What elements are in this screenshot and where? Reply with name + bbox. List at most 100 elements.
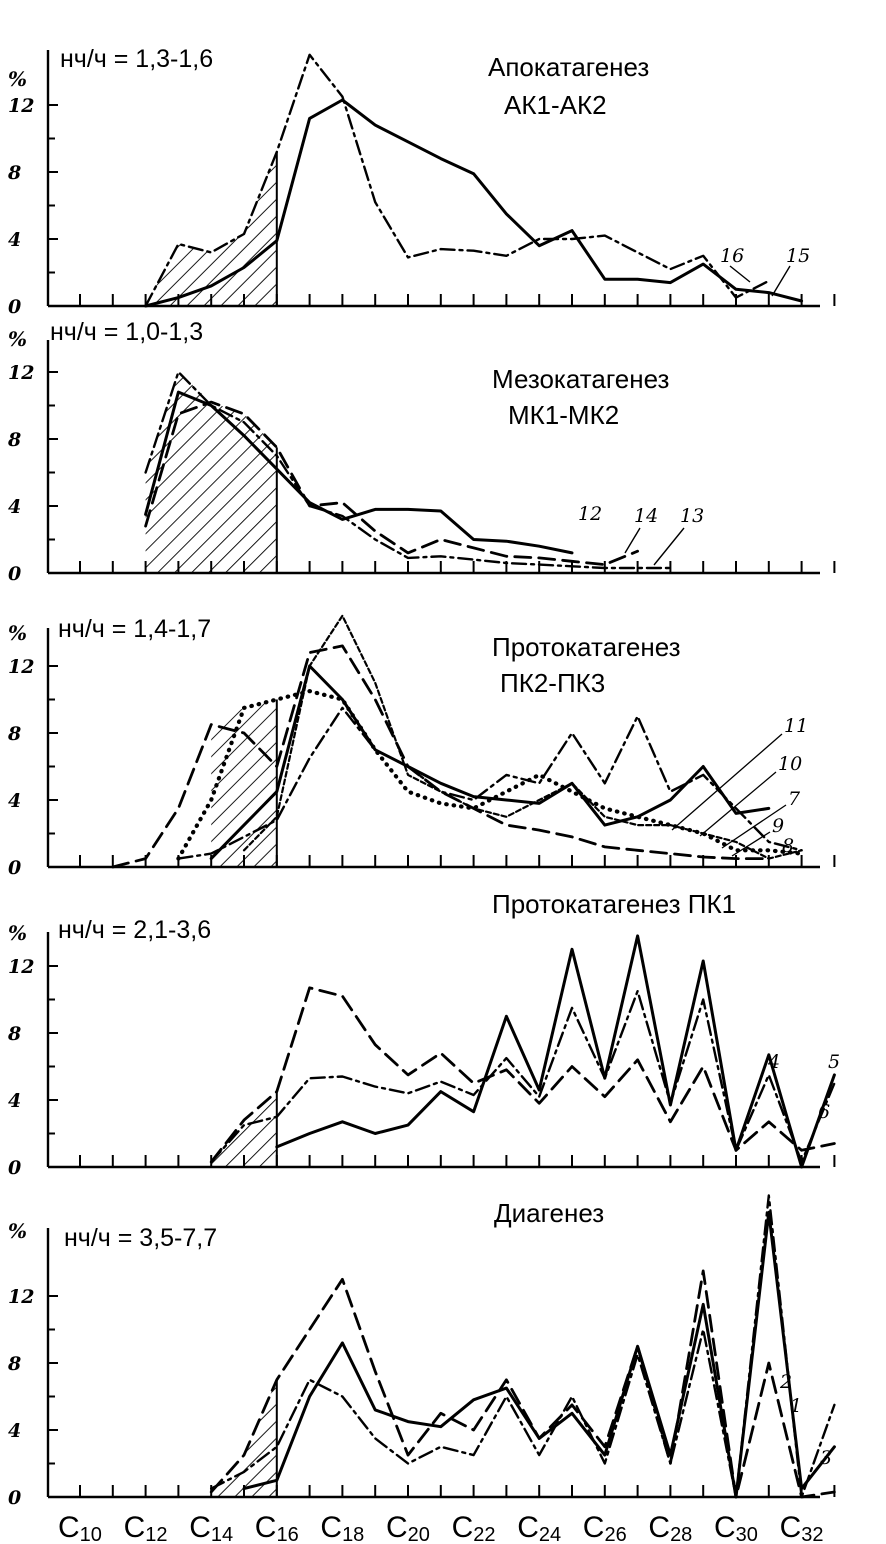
- series-line-4: [275, 934, 836, 1169]
- hatched-region-protocatagenesis-pk2: [211, 699, 277, 867]
- series-label-4: 4: [767, 1051, 780, 1073]
- y-tick-label-protocatagenesis-pk1-8: 8: [7, 1023, 21, 1045]
- series-line-13: [144, 370, 672, 570]
- leader-line-10: [699, 771, 777, 837]
- panel-protocatagenesis-pk2-subtitle: ПК2-ПК3: [500, 668, 605, 698]
- panel-protocatagenesis-pk2-hatch: [211, 699, 278, 867]
- y-tick-label-mesocatagenesis-8: 8: [7, 429, 21, 451]
- x-label-C26: C26: [583, 1511, 627, 1544]
- series-label-12: 12: [578, 503, 602, 525]
- x-label-C14: C14: [189, 1511, 233, 1544]
- panel-mesocatagenesis-subtitle: МК1-МК2: [508, 400, 619, 430]
- panel-protocatagenesis-pk2-ratio: нч/ч = 1,4-1,7: [58, 615, 211, 643]
- y-tick-label-apocatagenesis-0: 0: [8, 296, 21, 318]
- panel-mesocatagenesis-ylabel: %: [8, 327, 27, 351]
- series-label-6: 6: [818, 1101, 830, 1123]
- panel-protocatagenesis-pk2-series: [111, 614, 804, 869]
- x-label-C12: C12: [124, 1511, 168, 1544]
- y-tick-label-protocatagenesis-pk1-0: 0: [8, 1157, 21, 1179]
- series-label-9: 9: [772, 815, 784, 837]
- series-label-3: 3: [820, 1447, 832, 1469]
- panel-protocatagenesis-pk1-series: [209, 934, 836, 1169]
- series-line-9: [111, 644, 771, 869]
- y-tick-label-protocatagenesis-pk2-0: 0: [8, 857, 21, 879]
- y-tick-label-diagenesis-4: 4: [8, 1420, 21, 1442]
- panel-apocatagenesis-axes: [46, 50, 820, 308]
- panel-diagenesis-title: Диагенез: [494, 1198, 604, 1228]
- y-tick-label-protocatagenesis-pk2-4: 4: [8, 790, 21, 812]
- panel-protocatagenesis-pk1-ticks: 0 4 8 12: [7, 956, 836, 1179]
- x-label-C10: C10: [58, 1511, 102, 1544]
- x-axis-labels: C10 C12 C14 C16 C18 C20 C22 C24 C26 C28 C30 C32: [58, 1511, 824, 1544]
- panel-mesocatagenesis-axes: [46, 340, 820, 575]
- series-line-12: [144, 390, 574, 555]
- panel-protocatagenesis-pk2-axes: [46, 628, 820, 869]
- x-label-C32: C32: [780, 1511, 824, 1544]
- leader-line-16: [729, 265, 751, 283]
- series-line-8: [242, 614, 803, 860]
- hatched-region-apocatagenesis: [145, 151, 277, 306]
- panel-diagenesis-axes: [46, 1228, 820, 1499]
- y-tick-label-mesocatagenesis-4: 4: [8, 496, 21, 518]
- panel-apocatagenesis-ylabel: %: [8, 67, 27, 91]
- y-tick-label-protocatagenesis-pk2-12: 12: [8, 656, 34, 678]
- y-tick-label-diagenesis-8: 8: [7, 1353, 21, 1375]
- leader-line-11: [671, 733, 783, 831]
- y-tick-label-diagenesis-0: 0: [8, 1487, 21, 1509]
- panel-diagenesis-ticks: 0 4 8 12: [7, 1286, 836, 1509]
- series-label-1: 1: [790, 1395, 802, 1417]
- x-label-C28: C28: [648, 1511, 692, 1544]
- series-label-14: 14: [634, 505, 658, 527]
- series-line-3: [209, 1269, 836, 1499]
- x-label-C18: C18: [320, 1511, 364, 1544]
- leader-line-14: [624, 527, 641, 554]
- panel-protocatagenesis-pk1-ratio: нч/ч = 2,1-3,6: [58, 916, 211, 944]
- leader-line-15: [771, 265, 791, 297]
- panel-apocatagenesis: 0 4 8 12 % нч/ч = 1,3-1,6 Апокатагенез АК1-…: [7, 45, 836, 318]
- series-label-10: 10: [778, 753, 802, 775]
- x-label-C30: C30: [714, 1511, 758, 1544]
- panel-protocatagenesis-pk1-title: Протокатагенез ПК1: [492, 889, 736, 919]
- leader-line-7: [721, 804, 787, 849]
- x-label-C22: C22: [452, 1511, 496, 1544]
- series-label-13: 13: [680, 505, 704, 527]
- panel-protocatagenesis-pk1-axes: [46, 932, 820, 1169]
- series-label-8: 8: [782, 835, 794, 857]
- panel-diagenesis-ylabel: %: [8, 1219, 27, 1243]
- panel-diagenesis-ratio: нч/ч = 3,5-7,7: [64, 1224, 217, 1252]
- y-tick-label-apocatagenesis-12: 12: [8, 95, 34, 117]
- y-tick-label-mesocatagenesis-0: 0: [8, 563, 21, 585]
- leader-line-13: [653, 527, 685, 566]
- panel-protocatagenesis-pk1-ylabel: %: [8, 921, 27, 945]
- series-label-11: 11: [784, 715, 808, 737]
- series-label-15: 15: [786, 245, 810, 267]
- panel-apocatagenesis-hatch: [145, 151, 278, 306]
- series-line-6: [209, 986, 836, 1164]
- panel-mesocatagenesis: 0 4 8 12 % нч/ч = 1,0-1,3 Мезокатагенез МК1…: [7, 318, 836, 585]
- y-tick-label-protocatagenesis-pk2-8: 8: [7, 723, 21, 745]
- panel-protocatagenesis-pk1: 0 4 8 12 % нч/ч = 2,1-3,6 Протокатагенез ПК…: [7, 889, 840, 1179]
- y-tick-label-apocatagenesis-8: 8: [7, 162, 21, 184]
- panel-protocatagenesis-pk2-ylabel: %: [8, 621, 27, 645]
- hatched-region-protocatagenesis-pk1: [211, 1091, 277, 1167]
- series-label-7: 7: [788, 788, 801, 810]
- y-tick-label-protocatagenesis-pk1-12: 12: [8, 956, 34, 978]
- panel-protocatagenesis-pk2-ticks: 0 4 8 12: [7, 656, 836, 879]
- panel-apocatagenesis-subtitle: АК1-АК2: [504, 90, 607, 120]
- y-tick-label-diagenesis-12: 12: [8, 1286, 34, 1308]
- panel-diagenesis-series: [209, 1194, 836, 1499]
- series-line-5: [209, 989, 836, 1164]
- hatched-region-diagenesis: [211, 1379, 277, 1497]
- panel-protocatagenesis-pk1-hatch: [211, 1091, 278, 1167]
- panel-diagenesis: 0 4 8 12 % нч/ч = 3,5-7,7 Диагенез 2 1 3: [7, 1194, 836, 1509]
- panel-mesocatagenesis-ticks: 0 4 8 12: [7, 362, 836, 585]
- leader-line-9: [731, 831, 771, 857]
- panel-apocatagenesis-ratio: нч/ч = 1,3-1,6: [60, 45, 213, 73]
- panel-mesocatagenesis-title: Мезокатагенез: [492, 364, 669, 394]
- series-line-11: [177, 706, 803, 860]
- panel-apocatagenesis-ticks: 0 4 8 12: [7, 95, 836, 318]
- y-tick-label-mesocatagenesis-12: 12: [8, 362, 34, 384]
- y-tick-label-protocatagenesis-pk1-4: 4: [8, 1090, 21, 1112]
- series-line-16: [144, 53, 770, 308]
